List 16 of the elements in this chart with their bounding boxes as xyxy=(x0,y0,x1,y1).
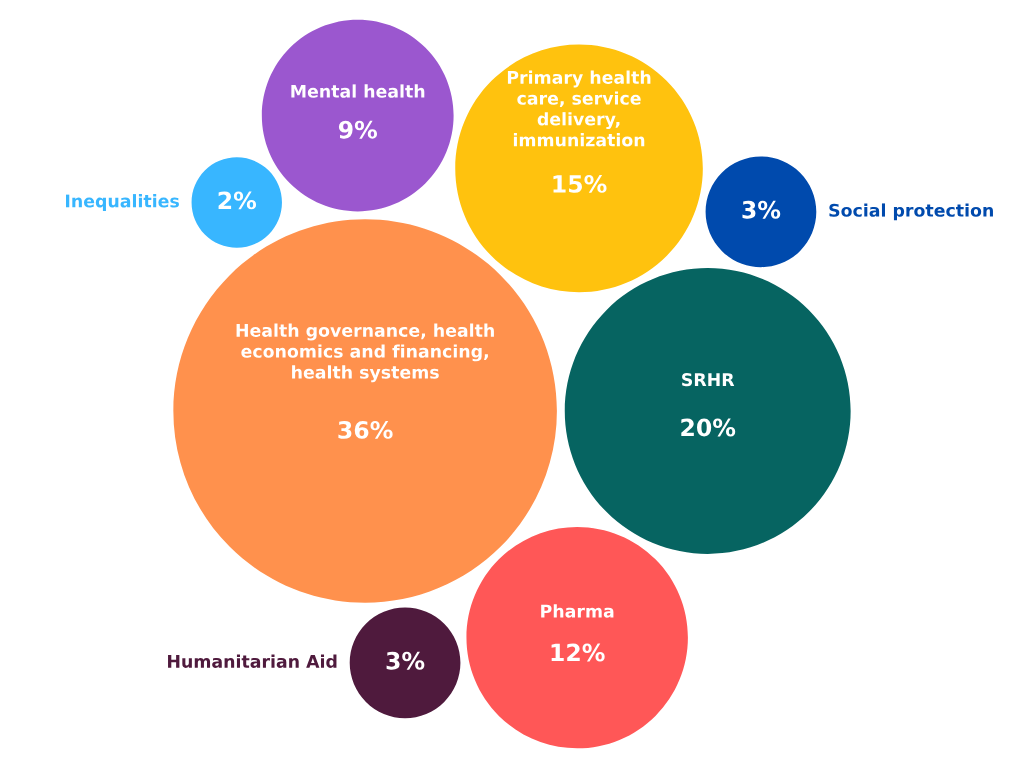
category-label: SRHR xyxy=(682,373,735,387)
data-label: 3% xyxy=(386,651,425,670)
data-label: 15% xyxy=(553,175,607,193)
category-label: Primary health care, service delivery, immunization xyxy=(507,70,651,147)
data-label: 36% xyxy=(338,420,393,439)
data-label: 3% xyxy=(742,200,781,219)
data-label: 20% xyxy=(681,418,736,437)
category-label: Inequalities xyxy=(66,194,179,211)
category-label: Pharma xyxy=(541,604,614,618)
category-label: Mental health xyxy=(291,84,425,98)
data-label: 12% xyxy=(551,643,605,662)
category-label: Health governance, health economics and financing, health systems xyxy=(236,323,494,383)
data-label: 9% xyxy=(338,120,378,139)
category-label: Humanitarian Aid xyxy=(168,654,337,668)
category-label: Social protection xyxy=(829,203,993,221)
data-label: 2% xyxy=(218,191,257,210)
